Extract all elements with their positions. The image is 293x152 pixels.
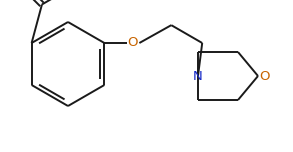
- Text: O: O: [127, 36, 138, 50]
- Text: N: N: [193, 69, 203, 83]
- Text: O: O: [260, 69, 270, 83]
